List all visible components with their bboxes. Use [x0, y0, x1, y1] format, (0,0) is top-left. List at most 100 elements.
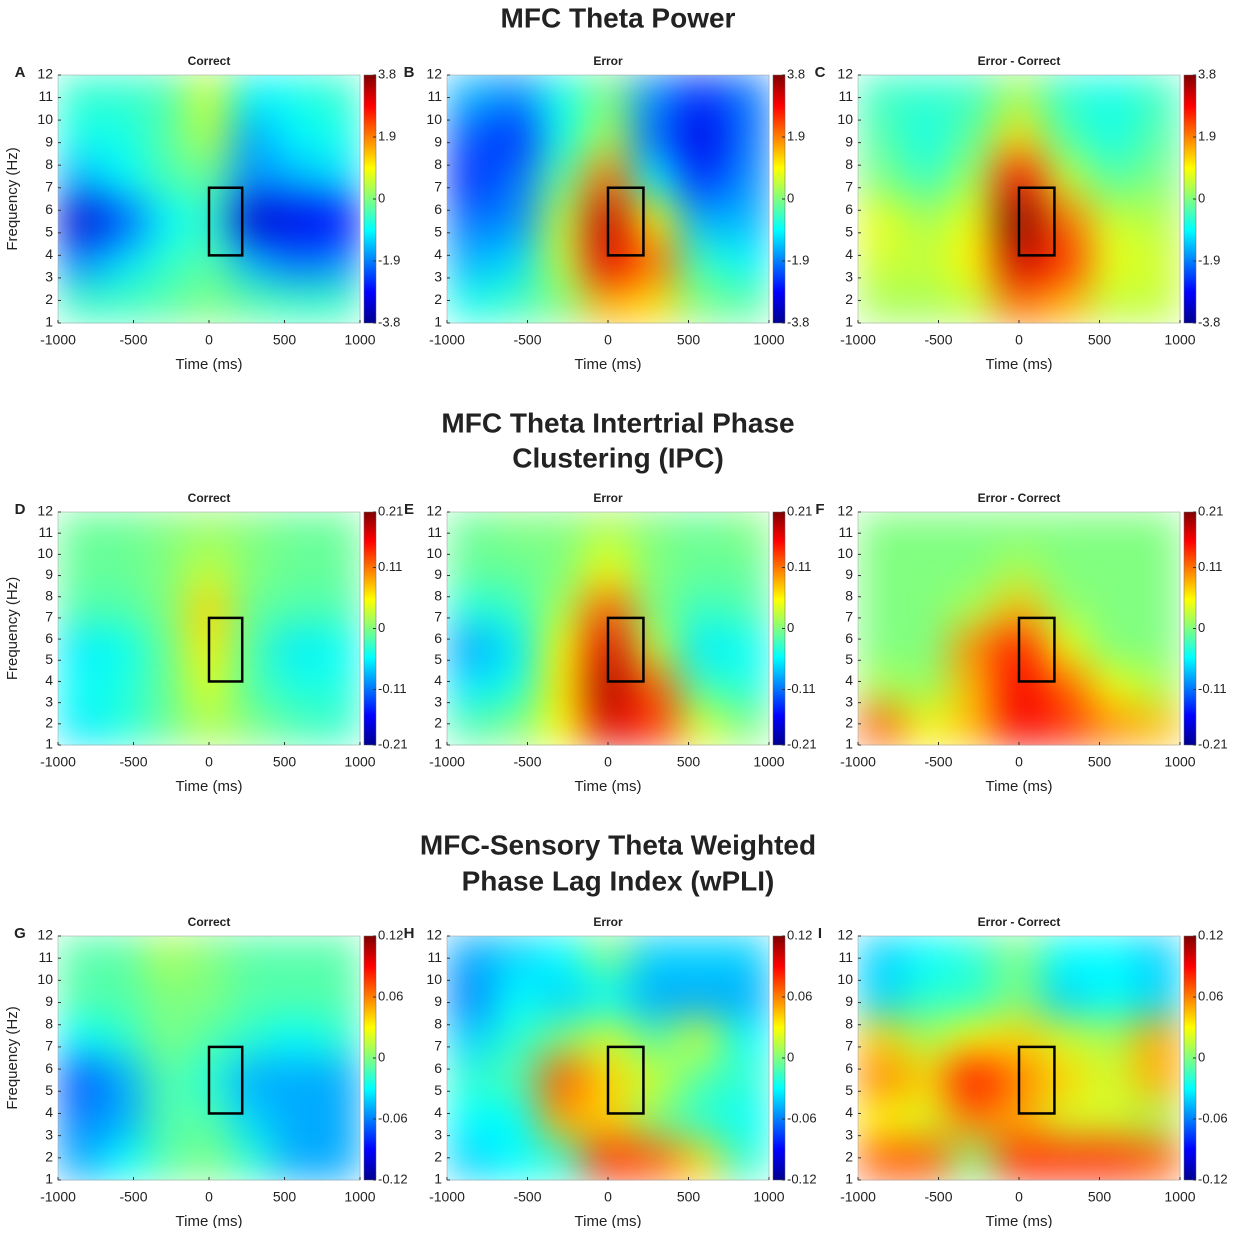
heatmap-cell [631, 1017, 678, 1059]
heatmap-cell [187, 1139, 232, 1181]
x-tick-label: 500 [1088, 754, 1112, 770]
heatmap-cell [677, 628, 724, 668]
heatmap-cell [273, 240, 318, 283]
heatmap-cell [230, 116, 275, 159]
x-tick-label: -1000 [40, 754, 76, 770]
heatmap-cell [1134, 589, 1181, 629]
heatmap-cell [1042, 1139, 1089, 1181]
heatmap-cell [144, 550, 188, 591]
heatmap-cell [1134, 157, 1181, 200]
colorbar-tick-label: 0.21 [1198, 503, 1223, 518]
heatmap-cell [58, 667, 102, 707]
colorbar-tick-label: -0.06 [378, 1110, 408, 1125]
y-tick-label: 2 [845, 715, 853, 731]
heatmap-cell [996, 550, 1043, 591]
heatmap-cell [950, 1098, 997, 1140]
heatmap-cell [187, 550, 232, 591]
heatmap-cell [230, 976, 275, 1018]
y-tick-label: 8 [434, 1015, 442, 1031]
heatmap-cell [631, 667, 678, 707]
panel-title: Error - Correct [978, 54, 1061, 68]
heatmap-cell [1088, 1017, 1135, 1059]
heatmap-cell [996, 116, 1043, 159]
y-tick-label: 12 [426, 927, 442, 943]
y-tick-label: 11 [38, 88, 53, 104]
y-tick-label: 5 [845, 224, 853, 240]
heatmap-cell [723, 512, 770, 552]
y-tick-label: 3 [45, 693, 53, 709]
y-tick-label: 5 [45, 1082, 53, 1098]
colorbar-tick-label: 0 [787, 190, 794, 205]
colorbar-tick-label: 0.11 [1198, 559, 1222, 574]
x-tick-label: 500 [273, 754, 297, 770]
heatmap-cell [904, 628, 951, 668]
heatmap-cell [950, 628, 997, 668]
panel-letter: G [14, 925, 26, 942]
heatmap-cell [230, 75, 275, 117]
roi-box [606, 616, 645, 683]
heatmap-cell [447, 116, 494, 159]
y-tick-label: 11 [427, 949, 442, 965]
heatmap-cell [631, 281, 678, 324]
colorbar-tick-label: 0 [1198, 190, 1205, 205]
heatmap-cell [316, 1139, 361, 1181]
heatmap-cell [723, 706, 770, 746]
heatmap-cell [187, 281, 232, 324]
heatmap-cell [230, 628, 275, 668]
heatmap-cell [447, 1017, 494, 1059]
heatmap-cell [316, 1058, 361, 1100]
heatmap-cell [539, 1017, 586, 1059]
y-tick-label: 6 [434, 630, 442, 646]
x-tick-label: -1000 [40, 1189, 76, 1205]
heatmap-cell [1042, 589, 1089, 629]
y-tick-label: 5 [45, 224, 53, 240]
heatmap-cell [101, 976, 145, 1018]
heatmap-cell [904, 976, 951, 1018]
heatmap-cell [950, 75, 997, 117]
heatmap-cell [493, 240, 540, 283]
y-tick-label: 3 [45, 1126, 53, 1142]
x-tick-label: 1000 [753, 754, 784, 770]
x-tick-label: -500 [119, 754, 147, 770]
y-tick-label: 5 [45, 651, 53, 667]
heatmap-cell [723, 936, 770, 978]
heatmap-cell [493, 75, 540, 117]
y-tick-label: 4 [845, 1104, 853, 1120]
heatmap-cell [950, 1139, 997, 1181]
heatmap-cell [101, 1017, 145, 1059]
heatmap-cell [101, 281, 145, 324]
heatmap-cell [316, 936, 361, 978]
heatmap-cell [493, 1139, 540, 1181]
y-tick-label: 11 [838, 524, 853, 540]
y-tick-label: 3 [845, 693, 853, 709]
y-tick-label: 1 [845, 736, 853, 752]
y-tick-label: 6 [45, 630, 53, 646]
y-tick-label: 5 [845, 651, 853, 667]
heatmap-cell [539, 199, 586, 241]
y-tick-label: 4 [45, 672, 53, 688]
heatmap-cell [101, 706, 145, 746]
heatmap [858, 936, 1181, 1181]
heatmap-cell [273, 550, 318, 591]
heatmap-cell [677, 281, 724, 324]
y-tick-label: 8 [45, 156, 53, 172]
heatmap-cell [539, 1139, 586, 1181]
x-tick-label: 0 [604, 754, 612, 770]
heatmap-cell [187, 706, 232, 746]
heatmap-cell [723, 240, 770, 283]
heatmap-cell [144, 628, 188, 668]
heatmap-cell [950, 976, 997, 1018]
x-tick-label: -500 [924, 332, 952, 348]
colorbar-tick-label: -3.8 [378, 314, 400, 329]
heatmap-cell [585, 706, 632, 746]
heatmap-cell [723, 75, 770, 117]
heatmap-cell [144, 589, 188, 629]
heatmap-cell [539, 281, 586, 324]
heatmap-cell [904, 1098, 951, 1140]
heatmap-cell [273, 589, 318, 629]
colorbar-tick-label: 0 [378, 620, 385, 635]
panel-letter: A [15, 64, 26, 81]
y-tick-label: 11 [838, 88, 853, 104]
heatmap-cell [904, 1139, 951, 1181]
heatmap-cell [904, 512, 951, 552]
